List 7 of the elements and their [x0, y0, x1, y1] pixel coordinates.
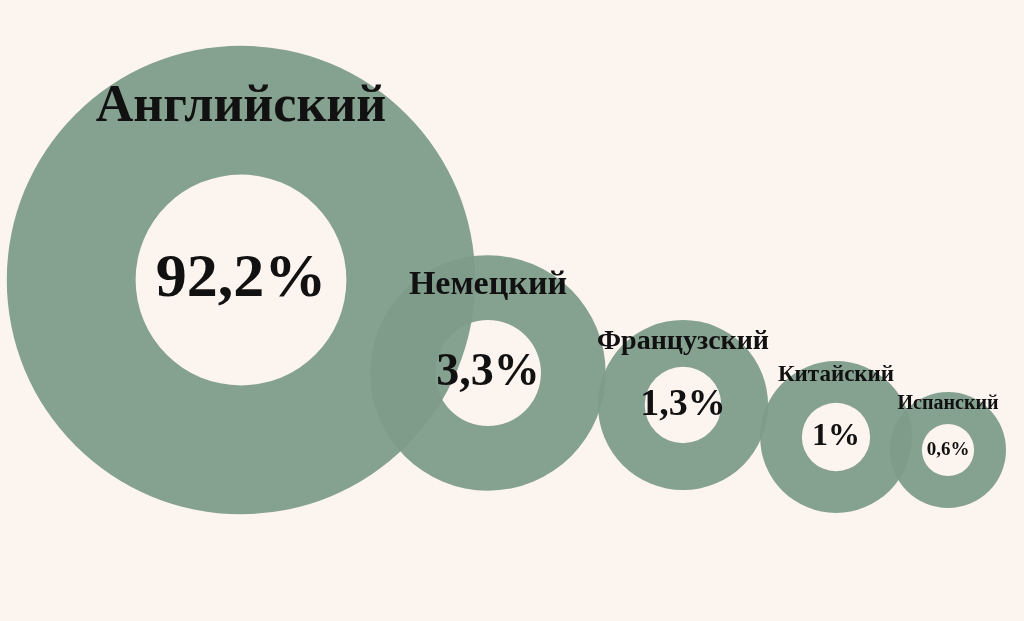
data-label: 1,3%: [640, 380, 726, 423]
data-label: 1%: [812, 416, 860, 453]
data-label: 3,3%: [436, 343, 540, 395]
data-label: 0,6%: [926, 437, 970, 459]
data-label: 92,2%: [155, 241, 327, 310]
category-label: Немецкий: [408, 264, 568, 302]
category-label: Английский: [95, 75, 387, 133]
